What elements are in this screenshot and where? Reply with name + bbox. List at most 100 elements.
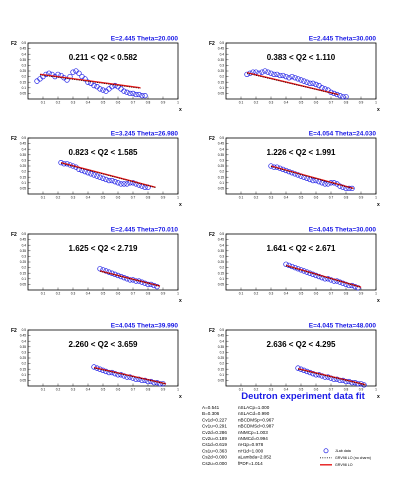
data-point: [109, 177, 115, 184]
q2-range-label: 1.641 < Q2 < 2.671: [267, 244, 336, 253]
x-tick-label: 1: [375, 101, 377, 105]
param-item: fPDF=1.014: [238, 461, 263, 466]
x-tick-label: 0.1: [239, 196, 244, 200]
fit-nocharm-line: [270, 166, 354, 190]
y-tick-label: 0.45: [20, 334, 26, 338]
q2-range-label: 0.823 < Q2 < 1.585: [69, 148, 138, 157]
plot-frame: [27, 329, 179, 387]
x-tick-label: 0.8: [344, 388, 349, 392]
data-point: [130, 90, 136, 97]
data-point: [121, 181, 127, 187]
y-tick-label: 0.45: [20, 47, 26, 51]
x-tick-label: 0.4: [86, 101, 91, 105]
y-tick-label: 0.35: [218, 58, 224, 62]
y-tick-label: 0.2: [22, 75, 27, 79]
x-tick-label: 0.2: [254, 388, 259, 392]
data-point: [268, 70, 274, 76]
legend-circle-icon: [323, 448, 329, 454]
data-point: [289, 73, 295, 80]
y-tick-label: 0.5: [220, 41, 225, 45]
param-item: aLambda=2.052: [238, 455, 272, 460]
data-point: [280, 72, 286, 79]
q2-range-label: 1.226 < Q2 < 1.991: [267, 148, 336, 157]
y-tick-label: 0.25: [218, 356, 224, 360]
data-point: [343, 281, 349, 288]
q2-range-label: 1.625 < Q2 < 2.719: [69, 244, 138, 253]
y-tick-label: 0.35: [20, 249, 26, 253]
data-point: [130, 180, 136, 186]
param-item: Cv1u=0.291: [202, 424, 227, 429]
q2-range-label: 0.211 < Q2 < 0.582: [69, 53, 138, 62]
data-point: [112, 371, 118, 377]
param-item: Cv2d=0.286: [202, 430, 227, 435]
data-point: [328, 277, 334, 283]
data-point: [82, 76, 88, 82]
data-point: [112, 179, 118, 185]
x-tick-label: 0.9: [161, 388, 166, 392]
y-tick-label: 0.15: [218, 271, 224, 275]
x-tick-label: 0.9: [359, 101, 364, 105]
data-point: [310, 80, 316, 86]
plot-frame: [225, 233, 377, 291]
data-point: [349, 185, 355, 192]
y-tick-label: 0.3: [22, 159, 27, 163]
y-axis-label: F2: [11, 136, 17, 142]
data-point: [145, 281, 151, 288]
y-tick-label: 0.3: [22, 351, 27, 355]
param-item: nBCDMSp=0.967: [238, 417, 274, 422]
x-tick-label: 0.5: [101, 388, 106, 392]
y-tick-label: 0.1: [220, 277, 225, 281]
y-tick-label: 0.25: [218, 260, 224, 264]
data-point: [103, 176, 109, 183]
y-tick-label: 0.2: [22, 170, 27, 174]
fit-nocharm-line: [93, 367, 167, 385]
x-tick-label: 0.7: [329, 101, 334, 105]
plot-frame: [27, 233, 179, 291]
x-tick-label: 0.9: [359, 292, 364, 296]
x-tick-label: 0.4: [284, 196, 289, 200]
data-point: [298, 77, 304, 83]
x-axis-label: x: [179, 107, 182, 113]
x-tick-label: 0.3: [71, 196, 76, 200]
data-point: [85, 79, 91, 85]
x-tick-label: 0.7: [131, 101, 136, 105]
fit-nocharm-line: [297, 368, 366, 386]
x-tick-label: 0.6: [116, 292, 121, 296]
x-tick-label: 0.7: [329, 292, 334, 296]
x-tick-label: 1: [177, 292, 179, 296]
data-point: [91, 172, 97, 178]
y-tick-label: 0.5: [220, 328, 225, 332]
x-tick-label: 0.2: [56, 388, 61, 392]
y-tick-label: 0.4: [220, 147, 225, 151]
y-tick-label: 0.05: [20, 92, 26, 96]
param-item: nH1p=0.978: [238, 442, 264, 447]
data-point: [154, 283, 160, 290]
y-tick-label: 0.25: [20, 356, 26, 360]
y-tick-label: 0.1: [220, 86, 225, 90]
x-axis-label: x: [377, 107, 380, 113]
x-tick-label: 0.8: [146, 388, 151, 392]
x-tick-label: 0.9: [161, 292, 166, 296]
data-point: [124, 89, 130, 95]
fit-nocharm-line: [285, 265, 362, 288]
data-point: [88, 171, 94, 177]
data-point: [277, 72, 283, 79]
y-tick-label: 0.35: [20, 153, 26, 157]
q2-range-label: 0.383 < Q2 < 1.110: [267, 53, 336, 62]
x-tick-label: 0.7: [329, 196, 334, 200]
panel-title: E=2.445 Theta=20.000: [111, 36, 179, 43]
data-point: [301, 78, 307, 84]
x-tick-label: 0.9: [161, 101, 166, 105]
data-point: [262, 68, 268, 74]
data-point: [157, 381, 163, 387]
y-tick-label: 0.4: [22, 52, 27, 56]
data-point: [322, 181, 328, 187]
fit-nocharm-line: [39, 74, 141, 89]
plot-frame: [225, 42, 377, 100]
fit-nocharm-line: [246, 72, 339, 96]
x-tick-label: 0.1: [41, 101, 46, 105]
y-axis-label: F2: [11, 41, 17, 47]
x-tick-label: 0.7: [131, 196, 136, 200]
y-tick-label: 0.3: [220, 255, 225, 259]
y-tick-label: 0.15: [20, 271, 26, 275]
